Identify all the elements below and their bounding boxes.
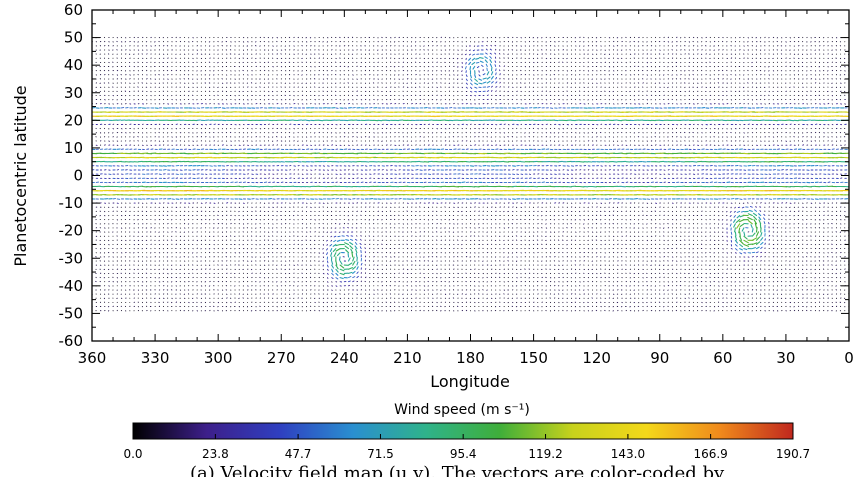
wind-vector bbox=[490, 71, 494, 76]
wind-vector bbox=[475, 57, 480, 60]
wind-vector bbox=[465, 74, 468, 77]
wind-vector bbox=[472, 53, 476, 56]
wind-vector bbox=[490, 75, 494, 80]
wind-vector bbox=[494, 64, 497, 67]
wind-vector bbox=[476, 66, 480, 69]
wind-vector bbox=[468, 61, 472, 66]
wind-vector bbox=[489, 48, 492, 51]
wind-vector bbox=[489, 63, 493, 68]
wind-vector bbox=[495, 77, 498, 80]
wind-vector bbox=[479, 60, 484, 63]
wind-vector bbox=[482, 81, 487, 84]
wind-vector bbox=[489, 59, 493, 63]
wind-vector bbox=[478, 78, 483, 81]
wind-vector bbox=[491, 81, 494, 84]
wind-vector bbox=[472, 49, 476, 52]
wind-vector bbox=[486, 80, 491, 84]
wind-vector bbox=[486, 86, 490, 88]
wind-vector bbox=[486, 94, 489, 96]
wind-vector bbox=[499, 86, 501, 88]
wind-vector bbox=[468, 57, 472, 61]
wind-vector bbox=[478, 82, 483, 85]
wind-vector bbox=[486, 71, 490, 76]
wind-vector bbox=[486, 76, 491, 80]
wind-vector bbox=[494, 60, 497, 63]
wind-vector bbox=[474, 74, 477, 78]
wind-vector bbox=[471, 61, 476, 65]
wind-vector bbox=[475, 61, 480, 64]
wind-vector bbox=[465, 66, 467, 70]
wind-vector bbox=[478, 74, 481, 77]
wind-vector bbox=[470, 78, 473, 82]
wind-vector bbox=[495, 72, 497, 76]
wind-vector bbox=[489, 52, 492, 55]
wind-vector bbox=[468, 53, 471, 56]
wind-vector bbox=[494, 52, 497, 55]
wind-vector bbox=[489, 56, 492, 59]
wind-vector bbox=[469, 74, 472, 79]
wind-vector bbox=[474, 86, 478, 89]
wind-vector bbox=[484, 56, 488, 59]
wind-vector bbox=[495, 90, 497, 92]
wind-vector bbox=[464, 53, 467, 56]
wind-vector bbox=[494, 44, 497, 47]
wind-vector bbox=[481, 64, 484, 67]
wind-vector bbox=[491, 85, 493, 88]
wind-vector bbox=[471, 57, 476, 61]
wind-vector bbox=[465, 82, 468, 85]
wind-vector bbox=[490, 44, 492, 47]
wind-vector bbox=[474, 90, 478, 93]
plot-background bbox=[92, 10, 849, 341]
wind-vector bbox=[469, 65, 472, 71]
wind-vector bbox=[465, 86, 468, 89]
wind-vector bbox=[470, 90, 473, 93]
wind-vector bbox=[479, 56, 484, 59]
wind-vector bbox=[470, 82, 473, 86]
wind-vector bbox=[485, 63, 488, 67]
wind-vector bbox=[486, 90, 490, 92]
wind-vector bbox=[485, 48, 488, 51]
wind-vector bbox=[474, 78, 478, 82]
wind-vector bbox=[482, 73, 486, 76]
wind-vector bbox=[474, 82, 479, 86]
wind-vector bbox=[472, 65, 476, 70]
wind-vector bbox=[456, 57, 459, 60]
wind-vector bbox=[495, 81, 498, 84]
vector-field bbox=[92, 36, 849, 312]
wind-vector bbox=[485, 52, 488, 55]
wind-vector bbox=[465, 78, 468, 82]
wind-vector bbox=[482, 77, 487, 80]
wind-vector bbox=[491, 89, 493, 92]
wind-vector bbox=[495, 86, 498, 88]
wind-vector bbox=[484, 59, 488, 63]
wind-vector bbox=[465, 61, 467, 65]
wind-vector bbox=[470, 86, 473, 90]
